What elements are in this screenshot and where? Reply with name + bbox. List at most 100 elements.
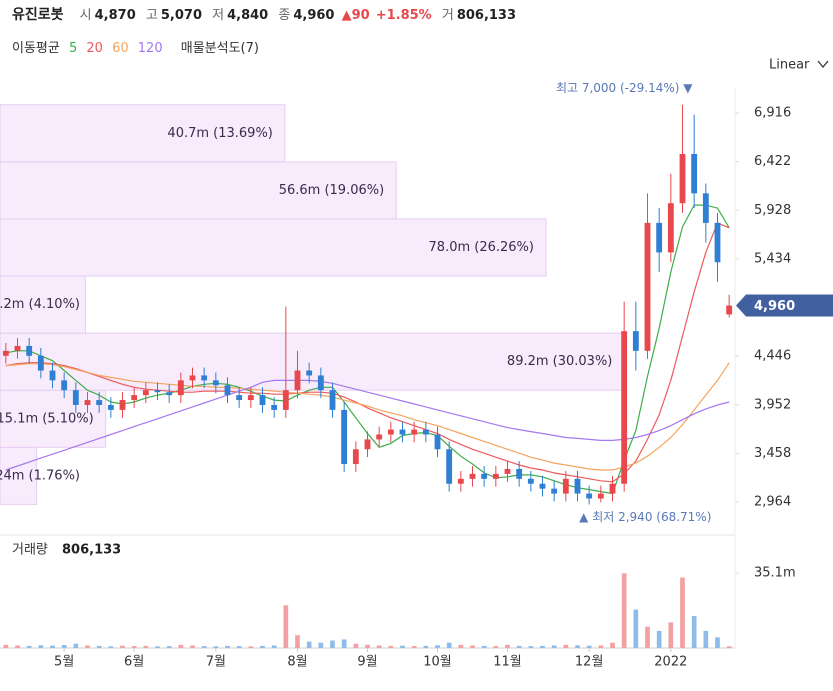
profile-bar <box>0 389 107 448</box>
candle-body <box>504 468 511 474</box>
legend-entry[interactable]: 60 <box>112 41 129 56</box>
candle-body <box>632 331 639 351</box>
candle-body <box>376 434 383 440</box>
candle-body <box>446 449 453 484</box>
legend-title: 이동평균 <box>12 41 60 56</box>
dropdown-icon[interactable] <box>817 60 829 69</box>
candle-body <box>61 380 68 391</box>
profile-label: 89.2m (30.03%) <box>507 354 612 369</box>
candle-body <box>411 429 418 435</box>
y-tick-label: 3,458 <box>754 446 791 461</box>
label: 거 <box>441 8 454 23</box>
volume-bar <box>598 645 604 648</box>
candle-body <box>282 390 289 410</box>
volume-bar <box>668 622 674 648</box>
candle-body <box>341 409 348 465</box>
value: 5,070 <box>160 8 202 23</box>
candle-body <box>212 380 219 386</box>
candle-body <box>481 473 488 479</box>
legend: 이동평균 5 20 60 120 매물분석도(7) <box>12 37 264 56</box>
volume-bar <box>190 645 195 648</box>
candle-body <box>201 375 208 381</box>
y-tick-label: 6,422 <box>754 154 791 169</box>
volume-last: 806,133 <box>62 543 121 558</box>
profile-label: 5.24m (1.76%) <box>0 468 80 483</box>
header: 유진로봇 시 4,870 고 5,070 저 4,840 종 4,960 ▲90 +1.8… <box>12 4 522 24</box>
volume-bar <box>505 644 510 648</box>
legend-entry[interactable]: 120 <box>137 41 163 56</box>
y-tick-label: 5,928 <box>754 203 791 218</box>
candle-body <box>422 429 429 435</box>
candle-body <box>37 355 44 371</box>
volume-bar <box>563 644 569 648</box>
candle-body <box>562 478 569 494</box>
volume-bar <box>633 609 639 648</box>
candle-body <box>142 390 149 396</box>
volume-bar <box>516 645 522 648</box>
candle-body <box>107 404 114 410</box>
volume-bar <box>493 646 499 648</box>
candle-body <box>574 478 581 494</box>
change-pct: +1.85% <box>375 8 432 23</box>
scale-select[interactable]: Linear <box>769 58 810 73</box>
volume-bar <box>166 646 172 648</box>
profile-toggle[interactable]: 매물분석도(7) <box>180 41 259 56</box>
candle-body <box>14 345 21 351</box>
x-tick-label: 5월 <box>54 655 74 670</box>
candle-body <box>306 370 313 376</box>
volume-bar <box>26 645 32 648</box>
ma-line <box>5 379 730 471</box>
candle-body <box>154 390 161 393</box>
y-tick-label: 5,434 <box>754 251 791 266</box>
candle-body <box>224 385 231 396</box>
value: 4,960 <box>293 8 335 23</box>
label: 시 <box>79 8 92 23</box>
candle-body <box>726 305 733 315</box>
candle-body <box>329 390 336 410</box>
volume-bar <box>481 645 487 648</box>
volume-bar <box>108 646 114 648</box>
candle-body <box>49 370 56 381</box>
candle-body <box>72 390 79 405</box>
ma-line <box>5 362 730 471</box>
volume-tick-label: 35.1m <box>754 566 796 581</box>
candle-body <box>644 222 651 351</box>
candle-body <box>189 375 196 381</box>
volume-bar <box>61 645 67 648</box>
arrow: ▲ <box>341 8 352 23</box>
candle-body <box>679 153 686 204</box>
volume-bar <box>283 605 289 648</box>
volume-bar <box>365 644 370 648</box>
y-tick-label: 2,964 <box>754 495 791 510</box>
candle-body <box>434 434 441 450</box>
candle-body <box>667 203 674 253</box>
candle-body <box>702 193 709 223</box>
volume-bar <box>143 645 149 648</box>
volume-bar <box>271 645 277 648</box>
ma-line <box>5 222 730 483</box>
x-tick-label: 12월 <box>575 655 604 670</box>
volume-bar <box>435 645 440 648</box>
volume-bar <box>120 645 125 648</box>
candle-body <box>539 483 546 489</box>
x-tick-label: 10월 <box>423 655 452 670</box>
volume-bar <box>715 637 720 648</box>
profile-bar <box>0 104 286 163</box>
value: 4,870 <box>94 8 136 23</box>
candle-body <box>2 350 9 356</box>
volume-bar <box>610 642 615 648</box>
candle-body <box>177 380 184 396</box>
volume-bar <box>96 645 102 648</box>
volume-bar <box>540 645 545 648</box>
x-tick-label: 2022 <box>654 655 687 670</box>
volume-bar <box>621 573 627 648</box>
legend-entry[interactable]: 20 <box>86 41 103 56</box>
value: 806,133 <box>456 8 517 23</box>
candle-body <box>469 473 476 479</box>
change: 90 <box>351 8 370 23</box>
x-tick-label: 8월 <box>287 655 307 670</box>
label: 고 <box>145 8 158 23</box>
volume-bar <box>353 643 359 648</box>
legend-entry[interactable]: 5 <box>68 41 78 56</box>
